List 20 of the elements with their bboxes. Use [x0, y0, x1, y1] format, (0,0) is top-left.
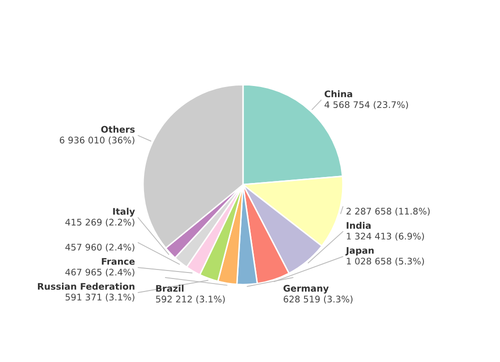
data-label: 4 568 754 (23.7%) [324, 101, 408, 110]
slice-label: Japan [345, 247, 374, 256]
data-label: 457 960 (2.4%) [65, 244, 134, 252]
data-label: 1 324 413 (6.9%) [346, 232, 424, 241]
slice-label: France [102, 258, 135, 265]
data-label: 1 028 658 (5.3%) [346, 258, 424, 266]
data-label: 591 371 (3.1%) [66, 294, 134, 302]
slice-label: Brazil [156, 284, 184, 292]
slice-label: India [346, 222, 371, 229]
data-label: 467 965 (2.4%) [65, 268, 134, 277]
slice-label: China [324, 90, 352, 98]
slice-label: Italy [113, 208, 135, 217]
data-label: 415 269 (2.2%) [65, 218, 134, 227]
data-label: 592 212 (3.1%) [156, 296, 225, 304]
data-label: 628 519 (3.3%) [284, 296, 352, 304]
slice-label: Germany [284, 284, 329, 294]
slice-label: Others [101, 126, 135, 133]
data-label: 2 287 658 (11.8%) [346, 208, 430, 216]
slice-label: Russian Federation [38, 282, 134, 290]
data-label: 6 936 010 (36%) [60, 136, 134, 145]
